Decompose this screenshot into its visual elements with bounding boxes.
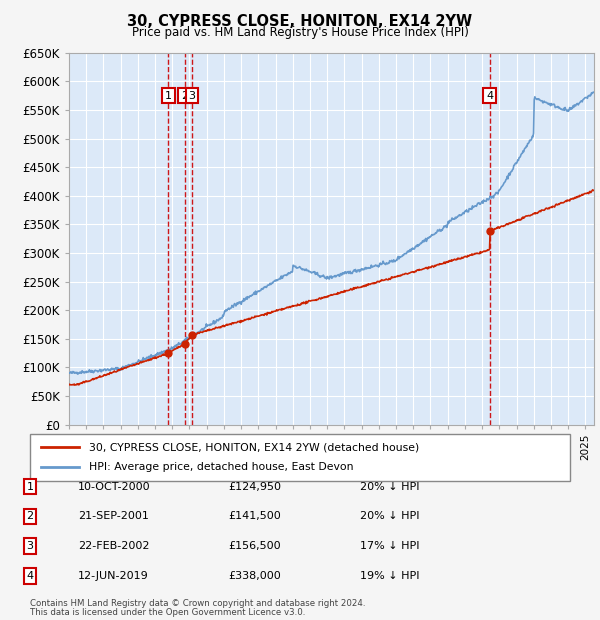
FancyBboxPatch shape [30, 434, 570, 481]
Text: £156,500: £156,500 [228, 541, 281, 551]
Text: 10-OCT-2000: 10-OCT-2000 [78, 482, 151, 492]
Text: 20% ↓ HPI: 20% ↓ HPI [360, 512, 419, 521]
Text: 12-JUN-2019: 12-JUN-2019 [78, 571, 149, 581]
Text: £338,000: £338,000 [228, 571, 281, 581]
Text: 4: 4 [486, 91, 493, 100]
Text: 22-FEB-2002: 22-FEB-2002 [78, 541, 149, 551]
Text: 30, CYPRESS CLOSE, HONITON, EX14 2YW (detached house): 30, CYPRESS CLOSE, HONITON, EX14 2YW (de… [89, 442, 419, 452]
Text: 21-SEP-2001: 21-SEP-2001 [78, 512, 149, 521]
Text: HPI: Average price, detached house, East Devon: HPI: Average price, detached house, East… [89, 463, 354, 472]
Text: 30, CYPRESS CLOSE, HONITON, EX14 2YW: 30, CYPRESS CLOSE, HONITON, EX14 2YW [127, 14, 473, 29]
Text: £124,950: £124,950 [228, 482, 281, 492]
Text: 2: 2 [181, 91, 188, 100]
Text: 1: 1 [165, 91, 172, 100]
Text: 3: 3 [188, 91, 196, 100]
Text: Contains HM Land Registry data © Crown copyright and database right 2024.: Contains HM Land Registry data © Crown c… [30, 600, 365, 608]
Text: Price paid vs. HM Land Registry's House Price Index (HPI): Price paid vs. HM Land Registry's House … [131, 26, 469, 39]
Text: 20% ↓ HPI: 20% ↓ HPI [360, 482, 419, 492]
Text: This data is licensed under the Open Government Licence v3.0.: This data is licensed under the Open Gov… [30, 608, 305, 617]
Text: £141,500: £141,500 [228, 512, 281, 521]
Text: 17% ↓ HPI: 17% ↓ HPI [360, 541, 419, 551]
Text: 1: 1 [26, 482, 34, 492]
Text: 4: 4 [26, 571, 34, 581]
Text: 3: 3 [26, 541, 34, 551]
Text: 2: 2 [26, 512, 34, 521]
Text: 19% ↓ HPI: 19% ↓ HPI [360, 571, 419, 581]
